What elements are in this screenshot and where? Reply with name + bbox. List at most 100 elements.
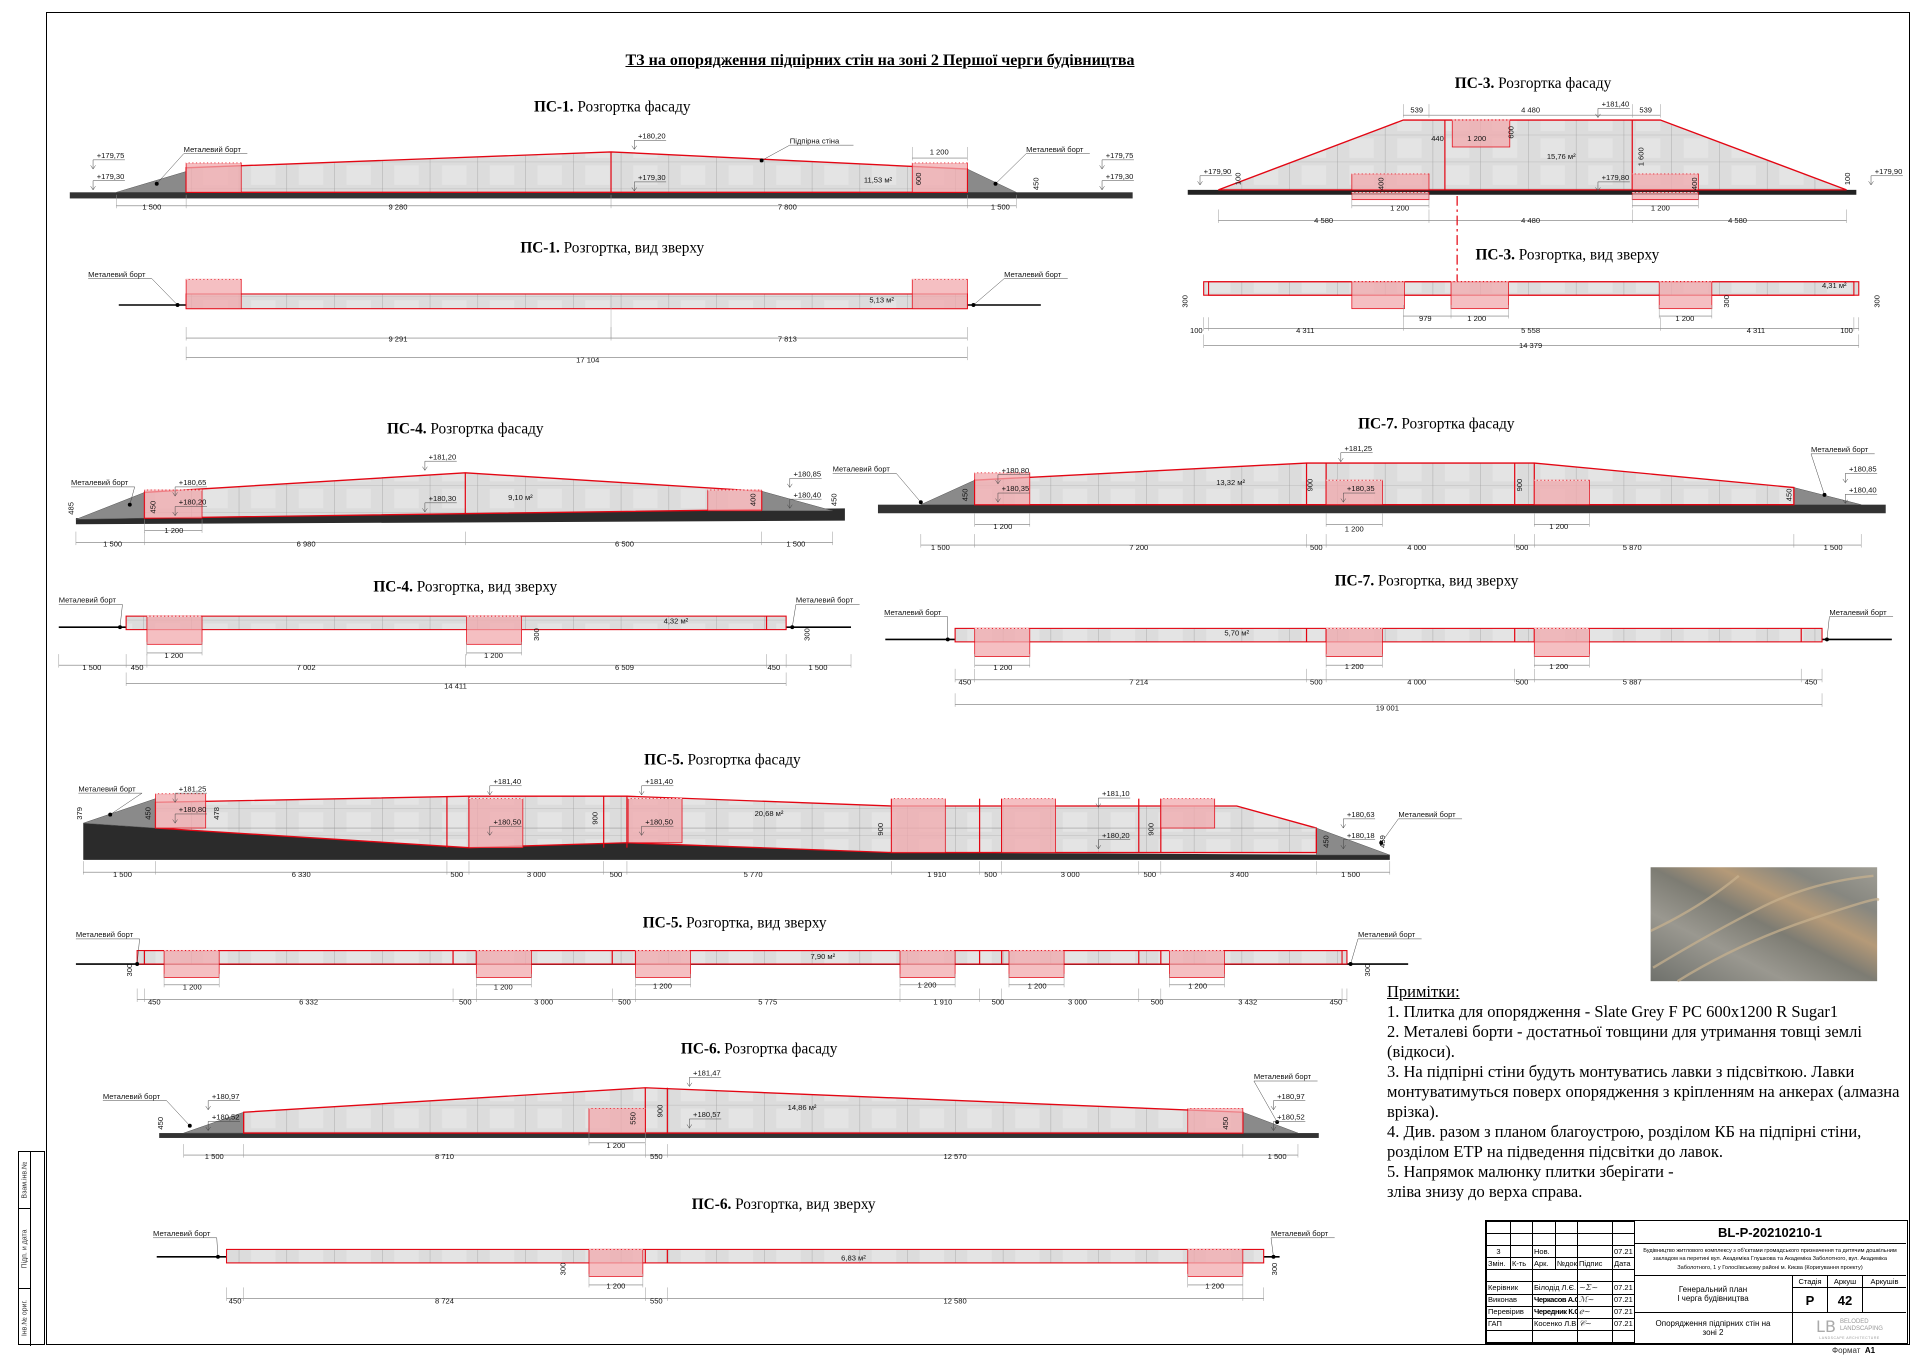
revision-row: 3 Нов. 07.21: [1486, 1245, 1635, 1259]
callout-label: Металевий борт: [78, 784, 136, 793]
elevation-label: +180,18: [1347, 831, 1375, 840]
elevation-label: +180,52: [212, 1113, 240, 1122]
drawing-title-text: Розгортка, вид зверху: [413, 579, 558, 596]
callout-label: Металевий борт: [1398, 810, 1456, 819]
drawing-title: ПС-1. Розгортка, вид зверху: [520, 239, 704, 256]
dimension-label: 5 775: [758, 997, 777, 1006]
callout-label: Металевий борт: [796, 596, 854, 605]
dimension-label: 1 500: [1268, 1152, 1287, 1161]
dimension-label: 500: [618, 997, 631, 1006]
company-logo: LB BELODED LANDSCAPING LANDSCAPE ARCHITEC…: [1816, 1316, 1883, 1340]
dimension-label: 300: [1181, 295, 1190, 308]
dimension-label: 450: [144, 807, 153, 820]
arrow-down-icon: [787, 504, 793, 509]
dimension-label: 539: [1639, 106, 1652, 115]
dimension-label: 1 200: [1651, 204, 1670, 213]
bench-highlight: [1631, 173, 1699, 191]
callout-label: Металевий борт: [59, 596, 117, 605]
dimension-label: 3 000: [527, 870, 546, 879]
dimension-label: 450: [1784, 489, 1793, 502]
metal-board-slope: [116, 171, 187, 193]
bench-highlight: [1325, 479, 1383, 506]
dimension-label: 4 480: [1521, 216, 1540, 225]
dimension-label: 300: [125, 964, 134, 977]
drawing-title: ПС-1. Розгортка фасаду: [534, 98, 691, 115]
bench-highlight: [1533, 479, 1590, 506]
dimension-label: 1 200: [494, 983, 513, 992]
callout-label: Металевий борт: [833, 465, 891, 474]
drawing-title: ПС-5. Розгортка, вид зверху: [643, 914, 827, 931]
arrow-down-icon: [1270, 1105, 1277, 1111]
elevation-label: +180,20: [638, 131, 666, 140]
callout-dot-icon: [971, 303, 976, 307]
dimension-label: 440: [1431, 134, 1444, 143]
arrow-down-icon: [205, 1105, 211, 1111]
logo-mark-icon: LB: [1816, 1316, 1836, 1336]
elevation-label: +180,57: [693, 1110, 721, 1119]
drawing-title-text: Розгортка фасаду: [1398, 416, 1515, 433]
callout-dot-icon: [135, 962, 140, 966]
dimension-label: 1 200: [1188, 982, 1207, 991]
drawing-title-text: Розгортка фасаду: [684, 751, 801, 768]
elevation-label: +180,80: [179, 805, 207, 814]
dimension-label: 450: [229, 1296, 242, 1305]
elevation-label: +180,50: [645, 817, 673, 826]
dimension-label: 400: [749, 493, 758, 506]
drawing-пс-5-top-view: ПС-5. Розгортка, вид зверху Металевий бор…: [76, 914, 1422, 1006]
dimension-label: 500: [992, 997, 1005, 1006]
drawing-title-text: Розгортка фасаду: [720, 1040, 837, 1057]
elevation-label: +181,20: [429, 452, 457, 461]
drawing-title-text: Розгортка, вид зверху: [731, 1196, 876, 1213]
area-label: 5,70 м²: [1224, 629, 1249, 638]
drawing-title-text: Розгортка фасаду: [1494, 75, 1611, 92]
dimension-label: 1 200: [1345, 525, 1364, 534]
dimension-label: 1 200: [653, 982, 672, 991]
stamp-replace-inv: Взам.інв.№: [21, 1161, 28, 1199]
dimension-label: 550: [629, 1112, 638, 1125]
ground-line: [69, 192, 1133, 199]
bench-highlight: [163, 950, 220, 978]
drawing-title: ПС-5. Розгортка фасаду: [644, 751, 801, 768]
bench-highlight: [1351, 281, 1405, 310]
arrow-down-icon: [487, 791, 493, 796]
dimension-label: 1 200: [993, 663, 1012, 672]
metal-board-slope: [75, 492, 145, 520]
area-label: 20,68 м²: [755, 809, 784, 818]
arrow-down-icon: [1595, 113, 1601, 119]
dimension-label: 485: [66, 502, 75, 515]
drawing-title-text: Розгортка, вид зверху: [682, 914, 827, 931]
callout-dot-icon: [1348, 962, 1353, 966]
bench-highlight: [588, 1249, 644, 1277]
area-label: 14,86 м²: [788, 1103, 817, 1112]
arrow-down-icon: [90, 186, 96, 191]
person-row: Виконав Черкасов А.О. ℳ~ 07.21: [1486, 1293, 1635, 1307]
dimension-label: 1 500: [142, 202, 161, 211]
arrow-down-icon: [1842, 478, 1848, 484]
dimension-label: 4 580: [1728, 216, 1747, 225]
arrow-down-icon: [90, 165, 96, 170]
drawing-title-text: Розгортка, вид зверху: [560, 239, 705, 256]
callout-dot-icon: [216, 1254, 220, 1259]
retaining-wall-top: [185, 293, 968, 310]
callout-dot-icon: [175, 303, 180, 307]
dimension-label: 4 000: [1407, 543, 1426, 552]
bench-highlight: [588, 1108, 646, 1134]
bench-highlight: [1533, 628, 1590, 657]
revision-header: Змін. К-ть Арк. №док Підпис Дата: [1486, 1257, 1635, 1271]
callout-dot-icon: [108, 812, 113, 817]
person-row: Керівник Білодід Л.Є. ~Ʃ~ 07.21: [1486, 1281, 1635, 1295]
dimension-label: 4 311: [1296, 326, 1314, 335]
callout-label: Металевий борт: [71, 478, 129, 487]
dimension-label: 17 104: [576, 356, 599, 365]
arrow-down-icon: [1197, 181, 1203, 186]
format-label: Формат A1: [1832, 1346, 1876, 1355]
tile-sample-image: [1650, 867, 1878, 982]
callout-label: Металевий борт: [1004, 270, 1062, 279]
bench-highlight: [475, 950, 532, 978]
callout-dot-icon: [1822, 492, 1827, 497]
ground-line: [159, 1133, 1319, 1138]
elevation-label: +180,52: [1277, 1113, 1305, 1122]
dimension-label: 7 214: [1129, 678, 1148, 687]
drawing-title-code: ПС-3.: [1455, 75, 1495, 92]
